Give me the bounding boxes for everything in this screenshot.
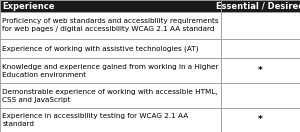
Text: Experience: Experience xyxy=(2,2,55,11)
Bar xyxy=(220,12,300,39)
Text: Knowledge and experience gained from working in a Higher
Education environment: Knowledge and experience gained from wor… xyxy=(2,64,219,78)
Text: *: * xyxy=(258,115,262,124)
Text: Experience in accessibility testing for WCAG 2.1 AA
standard: Experience in accessibility testing for … xyxy=(2,113,189,127)
Bar xyxy=(220,58,300,83)
Bar xyxy=(0,39,220,58)
Bar xyxy=(220,83,300,108)
Bar xyxy=(0,108,220,132)
Text: Experience of working with assistive technologies (AT): Experience of working with assistive tec… xyxy=(2,45,199,52)
Bar xyxy=(220,108,300,132)
Bar xyxy=(0,83,220,108)
Bar xyxy=(0,0,220,12)
Bar xyxy=(220,39,300,58)
Text: Essential / Desired: Essential / Desired xyxy=(216,2,300,11)
Bar xyxy=(220,0,300,12)
Bar xyxy=(0,12,220,39)
Bar xyxy=(0,58,220,83)
Text: Demonstrable experience of working with accessible HTML,
CSS and JavaScript: Demonstrable experience of working with … xyxy=(2,89,218,103)
Text: *: * xyxy=(258,66,262,75)
Text: Proficiency of web standards and accessibility requirements
for web pages / digi: Proficiency of web standards and accessi… xyxy=(2,18,219,32)
